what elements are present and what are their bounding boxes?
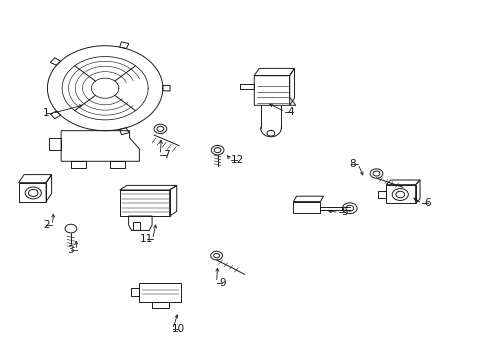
Text: 2: 2 bbox=[43, 220, 50, 230]
Text: 8: 8 bbox=[348, 159, 355, 169]
Text: 5: 5 bbox=[341, 207, 347, 217]
Text: 3: 3 bbox=[67, 245, 74, 255]
Text: 10: 10 bbox=[172, 324, 184, 334]
Text: 11: 11 bbox=[140, 234, 153, 244]
Text: 12: 12 bbox=[230, 155, 244, 165]
Text: 9: 9 bbox=[219, 278, 225, 288]
Text: 6: 6 bbox=[424, 198, 430, 208]
Text: 7: 7 bbox=[163, 150, 169, 160]
Text: 1: 1 bbox=[43, 108, 50, 118]
Text: 4: 4 bbox=[287, 107, 294, 117]
